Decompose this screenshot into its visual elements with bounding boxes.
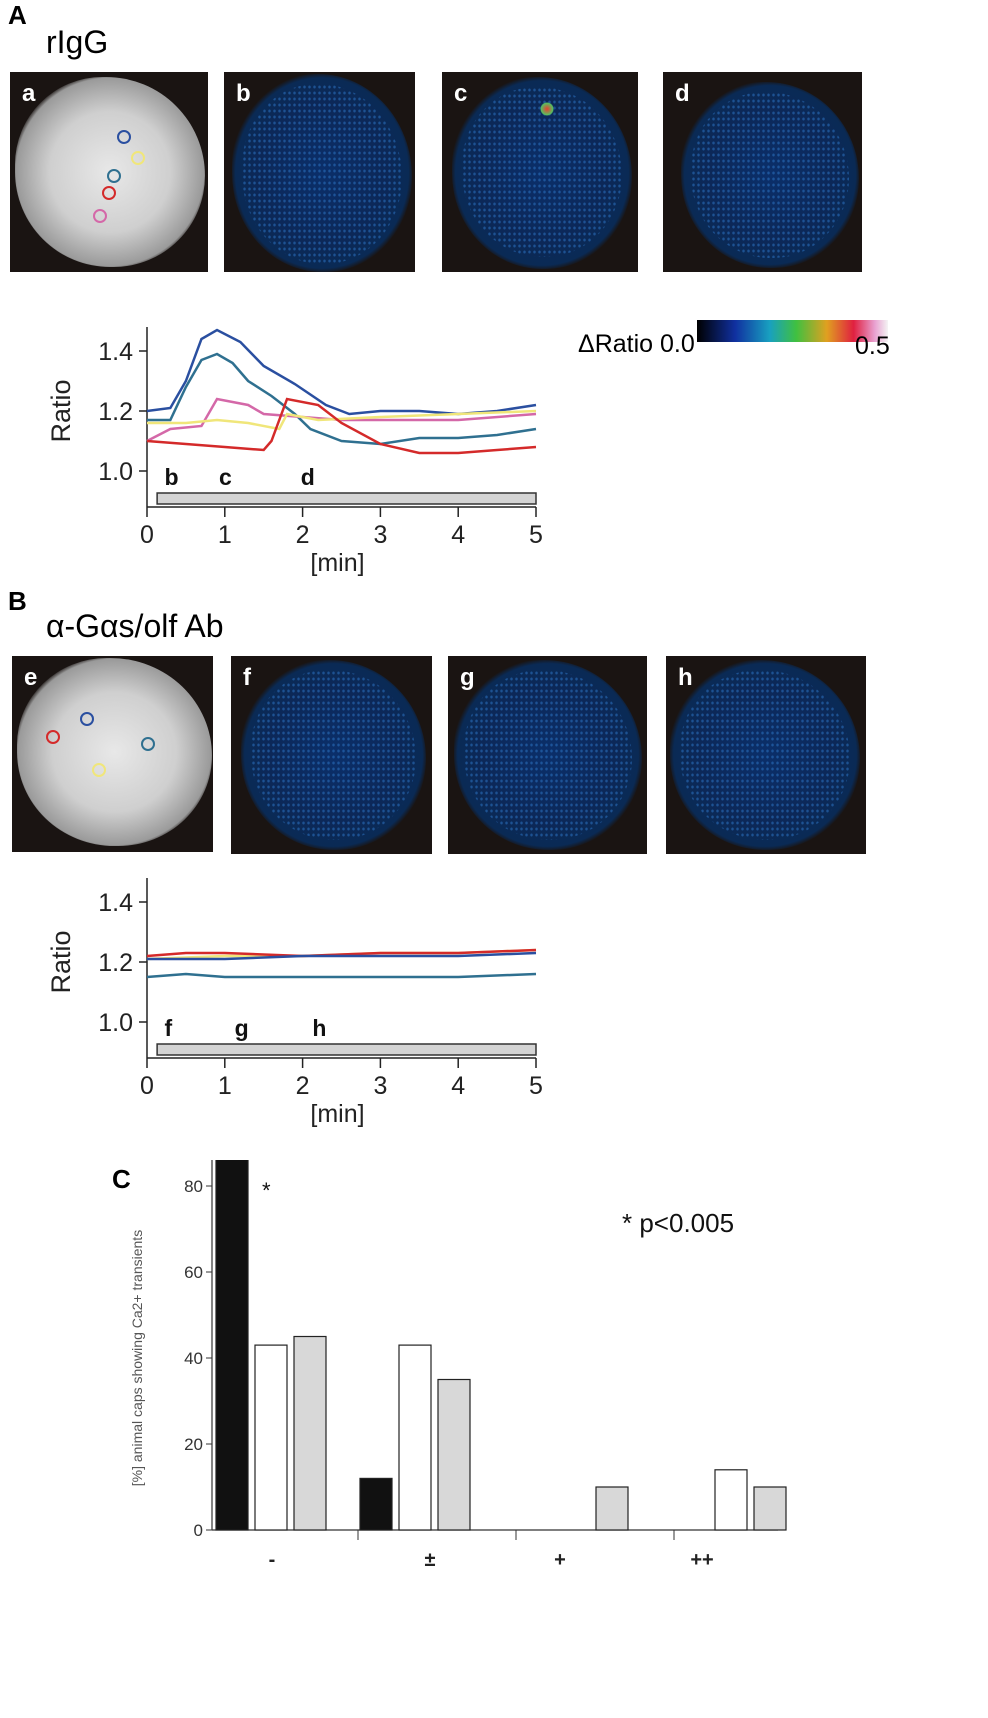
roi-circle — [102, 186, 116, 200]
category-label: - — [269, 1549, 276, 1571]
line-chart-b: 1.0 1.2 1.4 0 1 2 3 4 5 [min] Ratio f g h — [46, 878, 543, 1128]
y-tick-label: 60 — [184, 1263, 203, 1282]
image-label: a — [22, 80, 36, 107]
roi-circle — [117, 130, 131, 144]
image-label: e — [24, 664, 38, 691]
image-label: h — [678, 664, 693, 691]
bar-white — [714, 1469, 748, 1531]
y-tick-label: 1.2 — [98, 949, 133, 977]
panel-a-title: rIgG — [46, 24, 109, 60]
bar-white — [254, 1344, 288, 1531]
image-label: b — [236, 80, 251, 107]
roi-circle — [141, 737, 155, 751]
x-tick-label: 2 — [296, 1072, 310, 1100]
category-label: + — [554, 1549, 566, 1571]
x-tick-label: 4 — [451, 521, 465, 549]
x-tick-label: 0 — [140, 1072, 154, 1100]
category-label: ± — [425, 1549, 436, 1571]
panel-letter-b: B — [8, 586, 27, 616]
x-tick-label: 5 — [529, 521, 543, 549]
panel-letter-c: C — [112, 1164, 131, 1194]
roi-circle — [80, 712, 94, 726]
x-axis-label: [min] — [310, 1100, 364, 1128]
image-a: a — [10, 72, 208, 272]
bar-gray — [753, 1486, 787, 1531]
x-axis-label: [min] — [310, 549, 364, 577]
x-tick-label: 4 — [451, 1072, 465, 1100]
x-tick-label: 1 — [218, 521, 232, 549]
image-e: e — [12, 656, 213, 852]
line-chart-a: 1.0 1.2 1.4 0 1 2 3 4 5 [min] Ratio b c d — [46, 327, 543, 577]
y-tick-label: 1.0 — [98, 458, 133, 486]
series-pink — [146, 397, 537, 443]
y-axis-label: Ratio — [46, 379, 76, 442]
category-label: ++ — [690, 1549, 713, 1571]
y-tick-label: 1.2 — [98, 398, 133, 426]
x-tick-label: 1 — [218, 1072, 232, 1100]
time-marker-c: c — [219, 464, 232, 490]
colorbar — [697, 320, 888, 342]
roi-circle — [92, 763, 106, 777]
y-tick-label: 1.0 — [98, 1009, 133, 1037]
y-tick-label: 1.4 — [98, 889, 133, 917]
image-g: g — [448, 656, 647, 854]
y-axis-label: Ratio — [46, 930, 76, 993]
time-marker-g: g — [235, 1015, 249, 1041]
significance-star: * — [262, 1178, 271, 1203]
bar-white — [398, 1344, 432, 1531]
series-red — [146, 397, 537, 455]
image-label: c — [454, 80, 468, 107]
y-axis-label: [%] animal caps showing Ca2+ transients — [129, 1230, 145, 1486]
stimulus-bar — [156, 1043, 537, 1056]
colorbar-label: ΔRatio 0.0 — [578, 330, 695, 358]
x-tick-label: 2 — [296, 521, 310, 549]
image-label: d — [675, 80, 690, 107]
image-label: g — [460, 664, 475, 691]
image-h: h — [666, 656, 866, 854]
x-tick-label: 5 — [529, 1072, 543, 1100]
y-tick-label: 80 — [184, 1177, 203, 1196]
bar-gray — [293, 1335, 327, 1531]
time-marker-f: f — [165, 1015, 173, 1041]
series-teal — [147, 352, 537, 446]
bar-black — [215, 1160, 249, 1531]
image-label: f — [243, 664, 251, 691]
series-teal — [146, 972, 537, 979]
series-yellow — [147, 409, 537, 431]
x-tick-label: 3 — [373, 1072, 387, 1100]
panel-letter-a: A — [8, 0, 27, 30]
series-blue — [147, 951, 537, 961]
time-marker-b: b — [165, 464, 179, 490]
bar-gray — [595, 1486, 629, 1531]
colorbar-max: 0.5 — [855, 332, 890, 360]
y-tick-label: 20 — [184, 1435, 203, 1454]
panel-b-title: α-Gαs/olf Ab — [46, 608, 224, 644]
x-tick-label: 3 — [373, 521, 387, 549]
bar-black — [359, 1477, 393, 1531]
image-f: f — [231, 656, 432, 854]
series-blue — [146, 328, 537, 416]
y-tick-label: 1.4 — [98, 338, 133, 366]
roi-circle — [93, 209, 107, 223]
p-value-annotation: * p<0.005 — [622, 1208, 734, 1238]
image-b: b — [224, 72, 415, 272]
roi-circle — [46, 730, 60, 744]
time-marker-h: h — [312, 1015, 326, 1041]
bar-gray — [437, 1378, 471, 1531]
x-tick-label: 0 — [140, 521, 154, 549]
roi-circle — [107, 169, 121, 183]
stimulus-bar — [156, 492, 537, 505]
y-tick-label: 0 — [194, 1521, 203, 1540]
time-marker-d: d — [301, 464, 315, 490]
y-tick-label: 40 — [184, 1349, 203, 1368]
image-d: d — [663, 72, 862, 272]
image-c: c — [442, 72, 638, 272]
roi-circle — [131, 151, 145, 165]
